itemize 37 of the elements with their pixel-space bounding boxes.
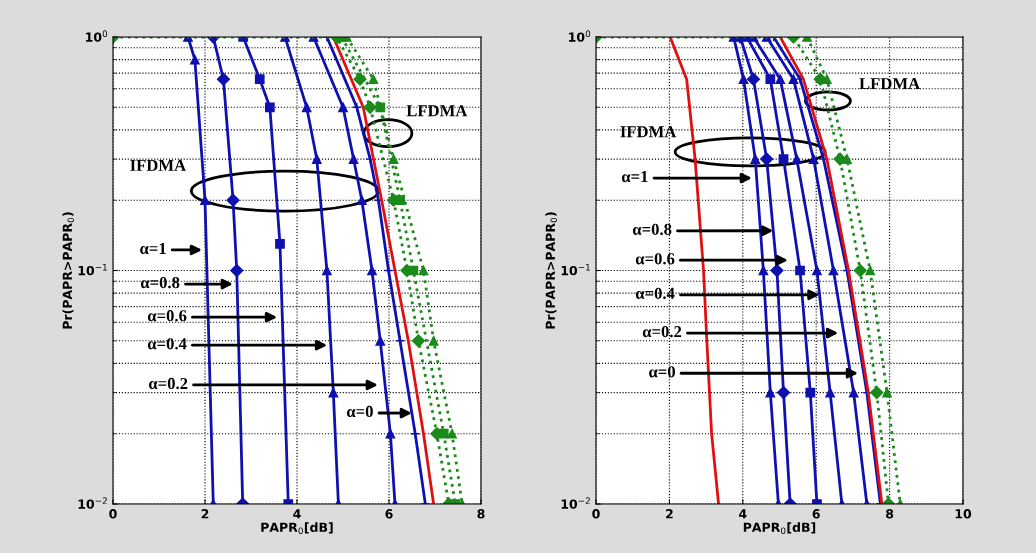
annotation: IFDMA: [130, 159, 187, 171]
annotation: IFDMA: [620, 126, 677, 138]
annotation: α=0.2: [642, 326, 682, 338]
y-tick-label: 10$^{−2}$: [561, 497, 590, 509]
y-tick-label: 10$^{−1}$: [561, 264, 590, 276]
annotation: α=0.4: [635, 287, 675, 300]
annotation: α=1: [621, 171, 648, 183]
annotation: LFDMA: [406, 105, 468, 117]
annotation: α=0.6: [147, 310, 187, 322]
x-tick-label: 4: [293, 509, 301, 519]
y-tick-label: 10$^{0}$: [86, 30, 108, 42]
x-axis-title: PAPR$_{0}$[dB]: [743, 522, 816, 535]
y-axis-title: Pr(PAPR>PAPR$_{0}$): [545, 212, 558, 329]
annotation: α=1: [140, 242, 166, 255]
y-tick-label: 10$^{−2}$: [78, 497, 107, 509]
x-tick-label: 2: [201, 509, 209, 519]
x-tick-label: 4: [739, 509, 747, 519]
y-tick-label: 10$^{−1}$: [78, 264, 107, 276]
annotation: α=0.6: [635, 253, 675, 265]
annotation: α=0.8: [632, 223, 672, 236]
x-tick-label: 6: [812, 509, 820, 519]
x-tick-label: 0: [592, 509, 600, 519]
annotation: α=0: [346, 405, 373, 418]
y-axis-title: Pr(PAPR>PAPR$_{0}$): [62, 212, 75, 329]
x-tick-label: 8: [886, 509, 894, 519]
x-axis-title: PAPR$_{0}$[dB]: [261, 522, 333, 535]
x-tick-label: 6: [385, 509, 393, 519]
annotation: α=0: [649, 366, 675, 378]
annotation: α=0.4: [147, 338, 187, 350]
x-tick-label: 2: [666, 509, 673, 519]
x-tick-label: 8: [477, 509, 485, 519]
annotation: α=0.8: [140, 276, 180, 289]
x-tick-label: 10: [955, 509, 972, 519]
x-tick-label: 0: [109, 509, 117, 519]
y-tick-label: 10$^{0}$: [569, 30, 591, 42]
annotation: LFDMA: [859, 78, 921, 90]
annotation: α=0.2: [148, 377, 188, 390]
